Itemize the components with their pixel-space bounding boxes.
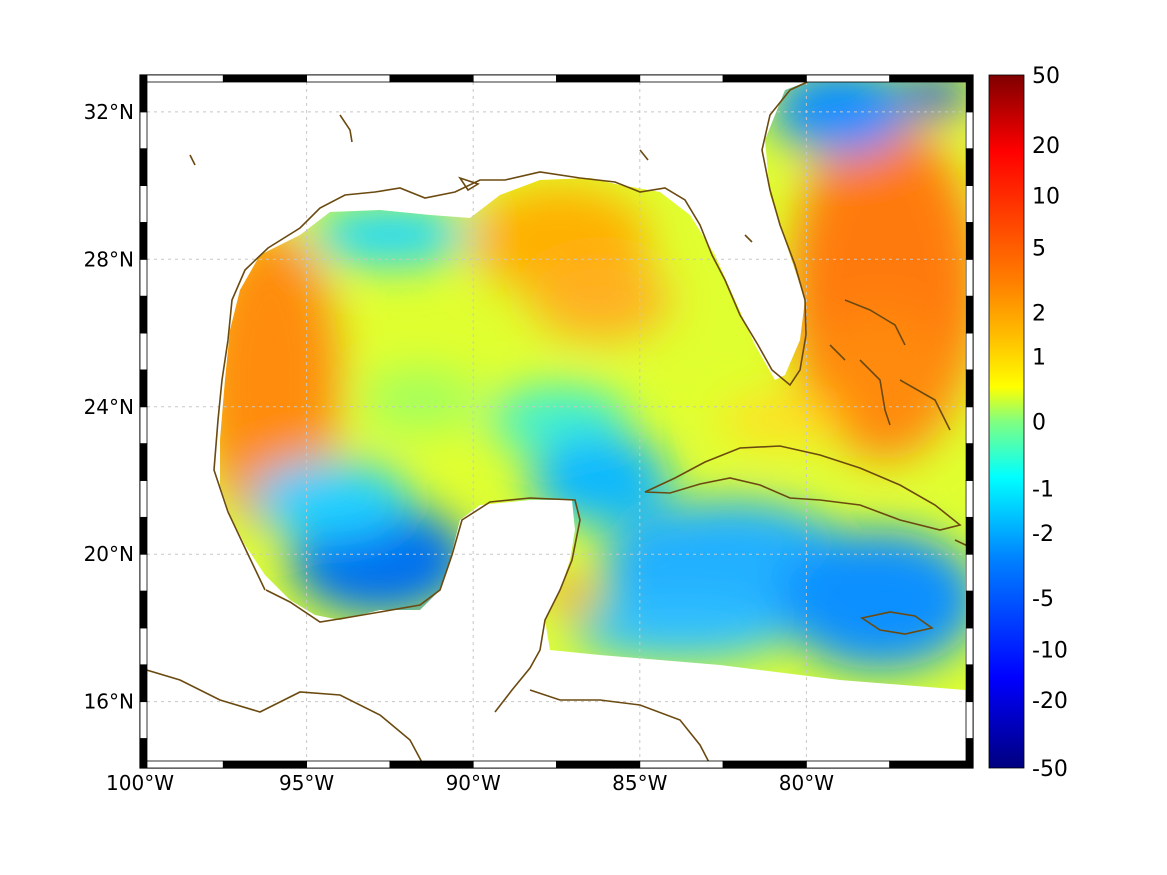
zebra-right-segment [965, 295, 974, 334]
lat-tick-label: 28°N [84, 247, 134, 271]
zebra-left-segment [139, 369, 148, 408]
map-frame [139, 74, 974, 769]
zebra-right-segment [965, 701, 974, 739]
colorbar-tick-label: -20 [1032, 689, 1068, 714]
zebra-bottom-segment [139, 760, 224, 769]
map-grid [140, 75, 973, 768]
colorbar-tick-label: 10 [1032, 185, 1060, 210]
zebra-left-segment [139, 148, 148, 186]
zebra-left-segment [139, 627, 148, 666]
zebra-left-segment [139, 516, 148, 555]
zebra-right-segment [965, 738, 974, 769]
lat-tick-label: 16°N [84, 690, 134, 714]
zebra-right-segment [965, 111, 974, 150]
zebra-left-segment [139, 74, 148, 113]
zebra-left-segment [139, 553, 148, 592]
lat-tick-label: 24°N [84, 395, 134, 419]
zebra-top-segment [722, 74, 807, 83]
colorbar-tick-label: -10 [1032, 638, 1068, 663]
zebra-bottom-segment [306, 760, 391, 769]
lat-tick-label: 32°N [84, 100, 134, 124]
zebra-top-segment [556, 74, 641, 83]
colorbar-tick-label: 1 [1032, 345, 1046, 370]
zebra-top-segment [472, 74, 557, 83]
zebra-right-segment [965, 443, 974, 481]
zebra-top-segment [889, 74, 974, 83]
zebra-left-segment [139, 590, 148, 629]
zebra-right-segment [965, 258, 974, 297]
zebra-right-segment [965, 185, 974, 223]
zebra-right-segment [965, 553, 974, 592]
zebra-left-segment [139, 443, 148, 481]
zebra-left-segment [139, 480, 148, 518]
zebra-right-segment [965, 74, 974, 113]
longitude-tick-labels: 100°W 95°W 90°W 85°W 80°W [106, 771, 834, 795]
lon-tick-label: 80°W [779, 771, 834, 795]
zebra-bottom-segment [722, 760, 807, 769]
zebra-bottom-segment [889, 760, 974, 769]
zebra-right-segment [965, 480, 974, 518]
colorbar-tick-label: 0 [1032, 411, 1046, 436]
colorbar-tick-label: -50 [1032, 757, 1068, 782]
zebra-bottom-segment [389, 760, 474, 769]
zebra-left-segment [139, 258, 148, 297]
colorbar-gradient [988, 74, 1025, 769]
zebra-left-segment [139, 406, 148, 445]
zebra-left-segment [139, 111, 148, 150]
zebra-right-segment [965, 664, 974, 703]
colorbar-tick-label: 20 [1032, 134, 1060, 159]
zebra-right-segment [965, 369, 974, 408]
zebra-left-segment [139, 738, 148, 769]
colorbar-tick-label: -5 [1032, 587, 1054, 612]
zebra-right-segment [965, 627, 974, 666]
colorbar-tick-label: 50 [1032, 64, 1060, 89]
zebra-bottom-segment [222, 760, 308, 769]
latitude-tick-labels: 32°N 28°N 24°N 20°N 16°N [84, 100, 134, 714]
zebra-top-segment [139, 74, 224, 83]
zebra-left-segment [139, 332, 148, 371]
zebra-left-segment [139, 222, 148, 260]
lon-tick-label: 90°W [446, 771, 501, 795]
zebra-bottom-segment [472, 760, 557, 769]
zebra-bottom-segment [556, 760, 641, 769]
zebra-top-segment [389, 74, 474, 83]
zebra-right-segment [965, 590, 974, 629]
coastline [140, 75, 973, 768]
colorbar-tick-label: -2 [1032, 522, 1054, 547]
zebra-left-segment [139, 295, 148, 334]
zebra-top-segment [222, 74, 308, 83]
zebra-left-segment [139, 701, 148, 739]
zebra-top-segment [639, 74, 724, 83]
zebra-right-segment [965, 148, 974, 186]
zebra-bottom-segment [806, 760, 891, 769]
lon-tick-label: 95°W [279, 771, 334, 795]
zebra-top-segment [306, 74, 391, 83]
zebra-right-segment [965, 222, 974, 260]
colorbar-tick-label: 2 [1032, 302, 1046, 327]
zebra-right-segment [965, 516, 974, 555]
zebra-left-segment [139, 664, 148, 703]
sea-field [220, 80, 965, 690]
lat-tick-label: 20°N [84, 542, 134, 566]
lon-tick-label: 100°W [106, 771, 174, 795]
zebra-right-segment [965, 332, 974, 371]
colorbar-tick-label: 5 [1032, 237, 1046, 262]
zebra-bottom-segment [639, 760, 724, 769]
zebra-right-segment [965, 406, 974, 445]
zebra-left-segment [139, 185, 148, 223]
lon-tick-label: 85°W [612, 771, 667, 795]
zebra-top-segment [806, 74, 891, 83]
colorbar-tick-label: -1 [1032, 478, 1054, 503]
